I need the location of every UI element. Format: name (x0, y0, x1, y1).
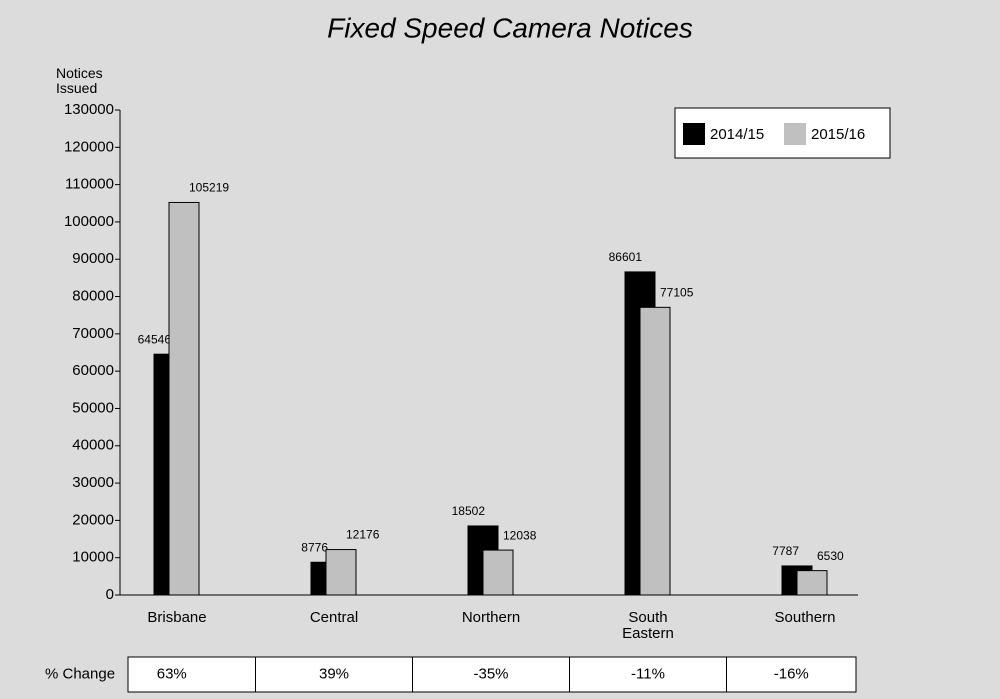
y-tick-label: 120000 (64, 138, 114, 155)
table-cell (726, 656, 857, 693)
bar (482, 549, 514, 596)
y-tick-label: 90000 (72, 250, 114, 267)
y-tick-label: 30000 (72, 474, 114, 491)
bar (796, 570, 828, 596)
bar (168, 201, 200, 596)
y-tick-label: 70000 (72, 325, 114, 342)
table-value: -35% (473, 665, 508, 682)
data-label: 18502 (452, 504, 486, 518)
x-tick-label: South Eastern (622, 609, 674, 642)
data-label: 6530 (817, 549, 844, 563)
y-tick-label: 60000 (72, 362, 114, 379)
x-tick-label: Brisbane (147, 609, 207, 626)
legend-swatch (683, 123, 705, 145)
data-label: 86601 (609, 250, 643, 264)
y-tick-label: 20000 (72, 511, 114, 528)
y-tick-label: 40000 (72, 437, 114, 454)
chart-title: Fixed Speed Camera Notices (327, 12, 693, 43)
table-label: % Change (45, 665, 115, 682)
table-value: 63% (157, 665, 187, 682)
y-tick-label: 10000 (72, 549, 114, 566)
bar (639, 306, 671, 596)
legend-label: 2014/15 (710, 126, 764, 143)
y-tick-label: 0 (106, 586, 114, 603)
x-tick-label: Northern (461, 609, 521, 626)
data-label: 12038 (503, 528, 537, 542)
table-value: -11% (631, 665, 665, 682)
y-tick-label: 100000 (64, 213, 114, 230)
table-cell (412, 656, 570, 693)
data-label: 8776 (301, 540, 328, 554)
legend-swatch (784, 123, 806, 145)
x-tick-label: Southern (774, 609, 836, 626)
x-tick-label: Central (309, 609, 359, 626)
data-label: 12176 (346, 528, 380, 542)
table-cell (127, 656, 256, 693)
y-tick-label: 80000 (72, 288, 114, 305)
bar (325, 549, 357, 596)
data-label: 77105 (660, 286, 694, 300)
table-value: 39% (319, 665, 349, 682)
data-label: 64546 (138, 332, 172, 346)
y-tick-label: 50000 (72, 399, 114, 416)
y-tick-label: 130000 (64, 101, 114, 118)
data-label: 7787 (772, 544, 799, 558)
data-label: 105219 (189, 181, 229, 195)
legend-box (674, 107, 891, 159)
y-tick-label: 110000 (65, 176, 114, 193)
legend-label: 2015/16 (811, 126, 865, 143)
table-cell (255, 656, 413, 693)
table-value: -16% (774, 665, 809, 682)
y-axis-label: Notices Issued (56, 65, 103, 96)
table-cell (569, 656, 727, 693)
